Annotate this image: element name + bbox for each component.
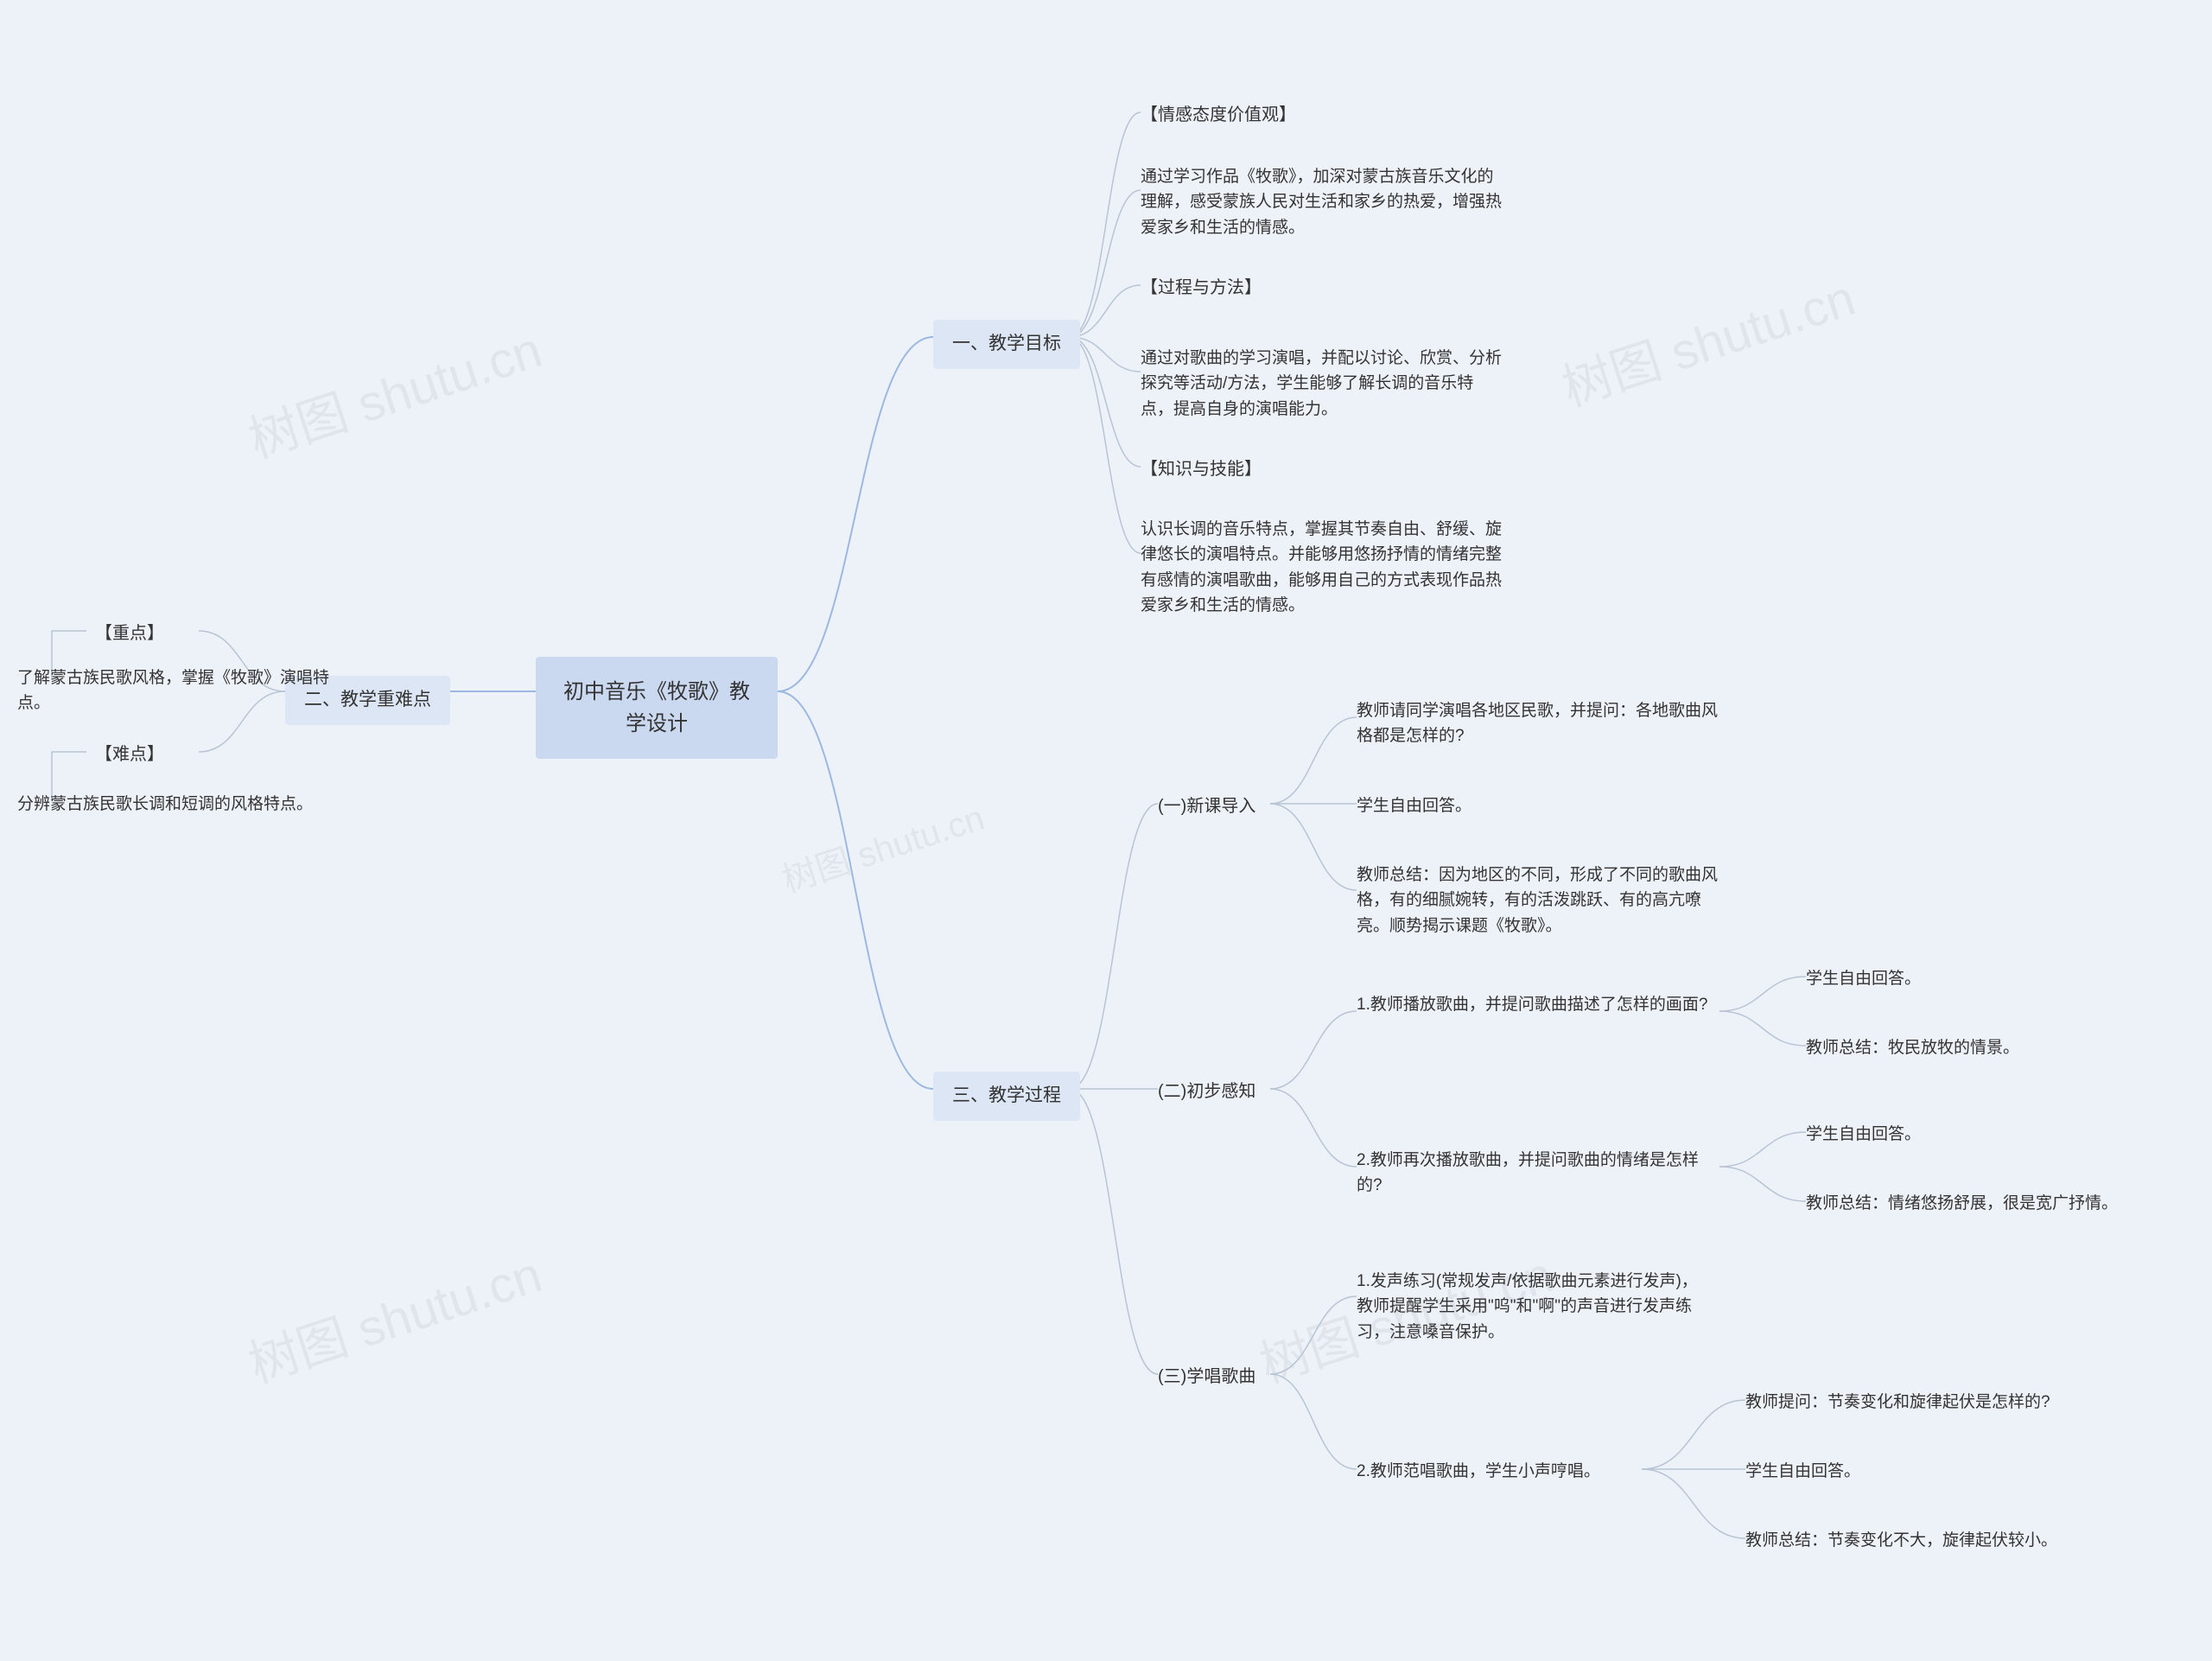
label-key-point: 【重点】 bbox=[95, 620, 164, 647]
process-3-q2-a: 教师提问：节奏变化和旋律起伏是怎样的? bbox=[1745, 1390, 2050, 1415]
process-2-label: (二)初步感知 bbox=[1158, 1079, 1255, 1105]
process-2-q2: 2.教师再次播放歌曲，并提问歌曲的情绪是怎样的? bbox=[1357, 1148, 1711, 1199]
watermark: 树图 shutu.cn bbox=[775, 790, 989, 902]
process-1-label: (一)新课导入 bbox=[1158, 793, 1255, 820]
section-process[interactable]: 三、教学过程 bbox=[933, 1072, 1080, 1121]
process-1-c: 教师总结：因为地区的不同，形成了不同的歌曲风格，有的细腻婉转，有的活泼跳跃、有的… bbox=[1357, 862, 1719, 939]
center-topic[interactable]: 初中音乐《牧歌》教学设计 bbox=[536, 657, 778, 759]
watermark: 树图 shutu.cn bbox=[238, 309, 550, 472]
process-2-q2-a: 学生自由回答。 bbox=[1806, 1122, 1921, 1147]
process-2-q2-b: 教师总结：情绪悠扬舒展，很是宽广抒情。 bbox=[1806, 1191, 2118, 1216]
goal-method-label: 【过程与方法】 bbox=[1141, 275, 1262, 302]
goal-emotion-text: 通过学习作品《牧歌》，加深对蒙古族音乐文化的理解，感受蒙族人民对生活和家乡的热爱… bbox=[1141, 164, 1503, 240]
process-2-q1-a: 学生自由回答。 bbox=[1806, 966, 1921, 991]
process-1-a: 教师请同学演唱各地区民歌，并提问：各地歌曲风格都是怎样的? bbox=[1357, 698, 1719, 749]
process-3-q2: 2.教师范唱歌曲，学生小声哼唱。 bbox=[1357, 1459, 1600, 1484]
goal-method-text: 通过对歌曲的学习演唱，并配以讨论、欣赏、分析探究等活动/方法，学生能够了解长调的… bbox=[1141, 346, 1503, 422]
text-hard-point: 分辨蒙古族民歌长调和短调的风格特点。 bbox=[17, 792, 313, 817]
process-1-b: 学生自由回答。 bbox=[1357, 793, 1471, 818]
text-key-point: 了解蒙古族民歌风格，掌握《牧歌》演唱特点。 bbox=[17, 665, 354, 716]
watermark: 树图 shutu.cn bbox=[238, 1234, 550, 1397]
process-3-label: (三)学唱歌曲 bbox=[1158, 1364, 1255, 1391]
process-2-q1: 1.教师播放歌曲，并提问歌曲描述了怎样的画面? bbox=[1357, 992, 1707, 1017]
process-2-q1-b: 教师总结：牧民放牧的情景。 bbox=[1806, 1035, 2019, 1060]
watermark: 树图 shutu.cn bbox=[1552, 258, 1863, 420]
goal-skill-label: 【知识与技能】 bbox=[1141, 456, 1262, 483]
section-goal[interactable]: 一、教学目标 bbox=[933, 320, 1080, 369]
process-3-a: 1.发声练习(常规发声/依据歌曲元素进行发声)，教师提醒学生采用"呜"和"啊"的… bbox=[1357, 1269, 1711, 1345]
goal-emotion-label: 【情感态度价值观】 bbox=[1141, 102, 1296, 129]
process-3-q2-b: 学生自由回答。 bbox=[1745, 1459, 1860, 1484]
process-3-q2-c: 教师总结：节奏变化不大，旋律起伏较小。 bbox=[1745, 1528, 2057, 1553]
label-hard-point: 【难点】 bbox=[95, 741, 164, 768]
goal-skill-text: 认识长调的音乐特点，掌握其节奏自由、舒缓、旋律悠长的演唱特点。并能够用悠扬抒情的… bbox=[1141, 517, 1503, 619]
